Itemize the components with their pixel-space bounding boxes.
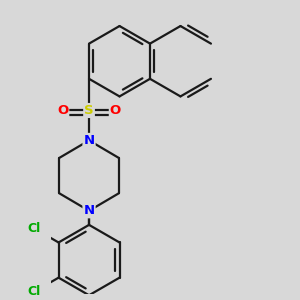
Text: S: S xyxy=(84,104,94,117)
Text: N: N xyxy=(83,134,94,147)
Text: N: N xyxy=(83,204,94,217)
Text: Cl: Cl xyxy=(28,222,41,235)
Text: O: O xyxy=(110,104,121,117)
Text: O: O xyxy=(57,104,68,117)
Text: Cl: Cl xyxy=(28,285,41,298)
